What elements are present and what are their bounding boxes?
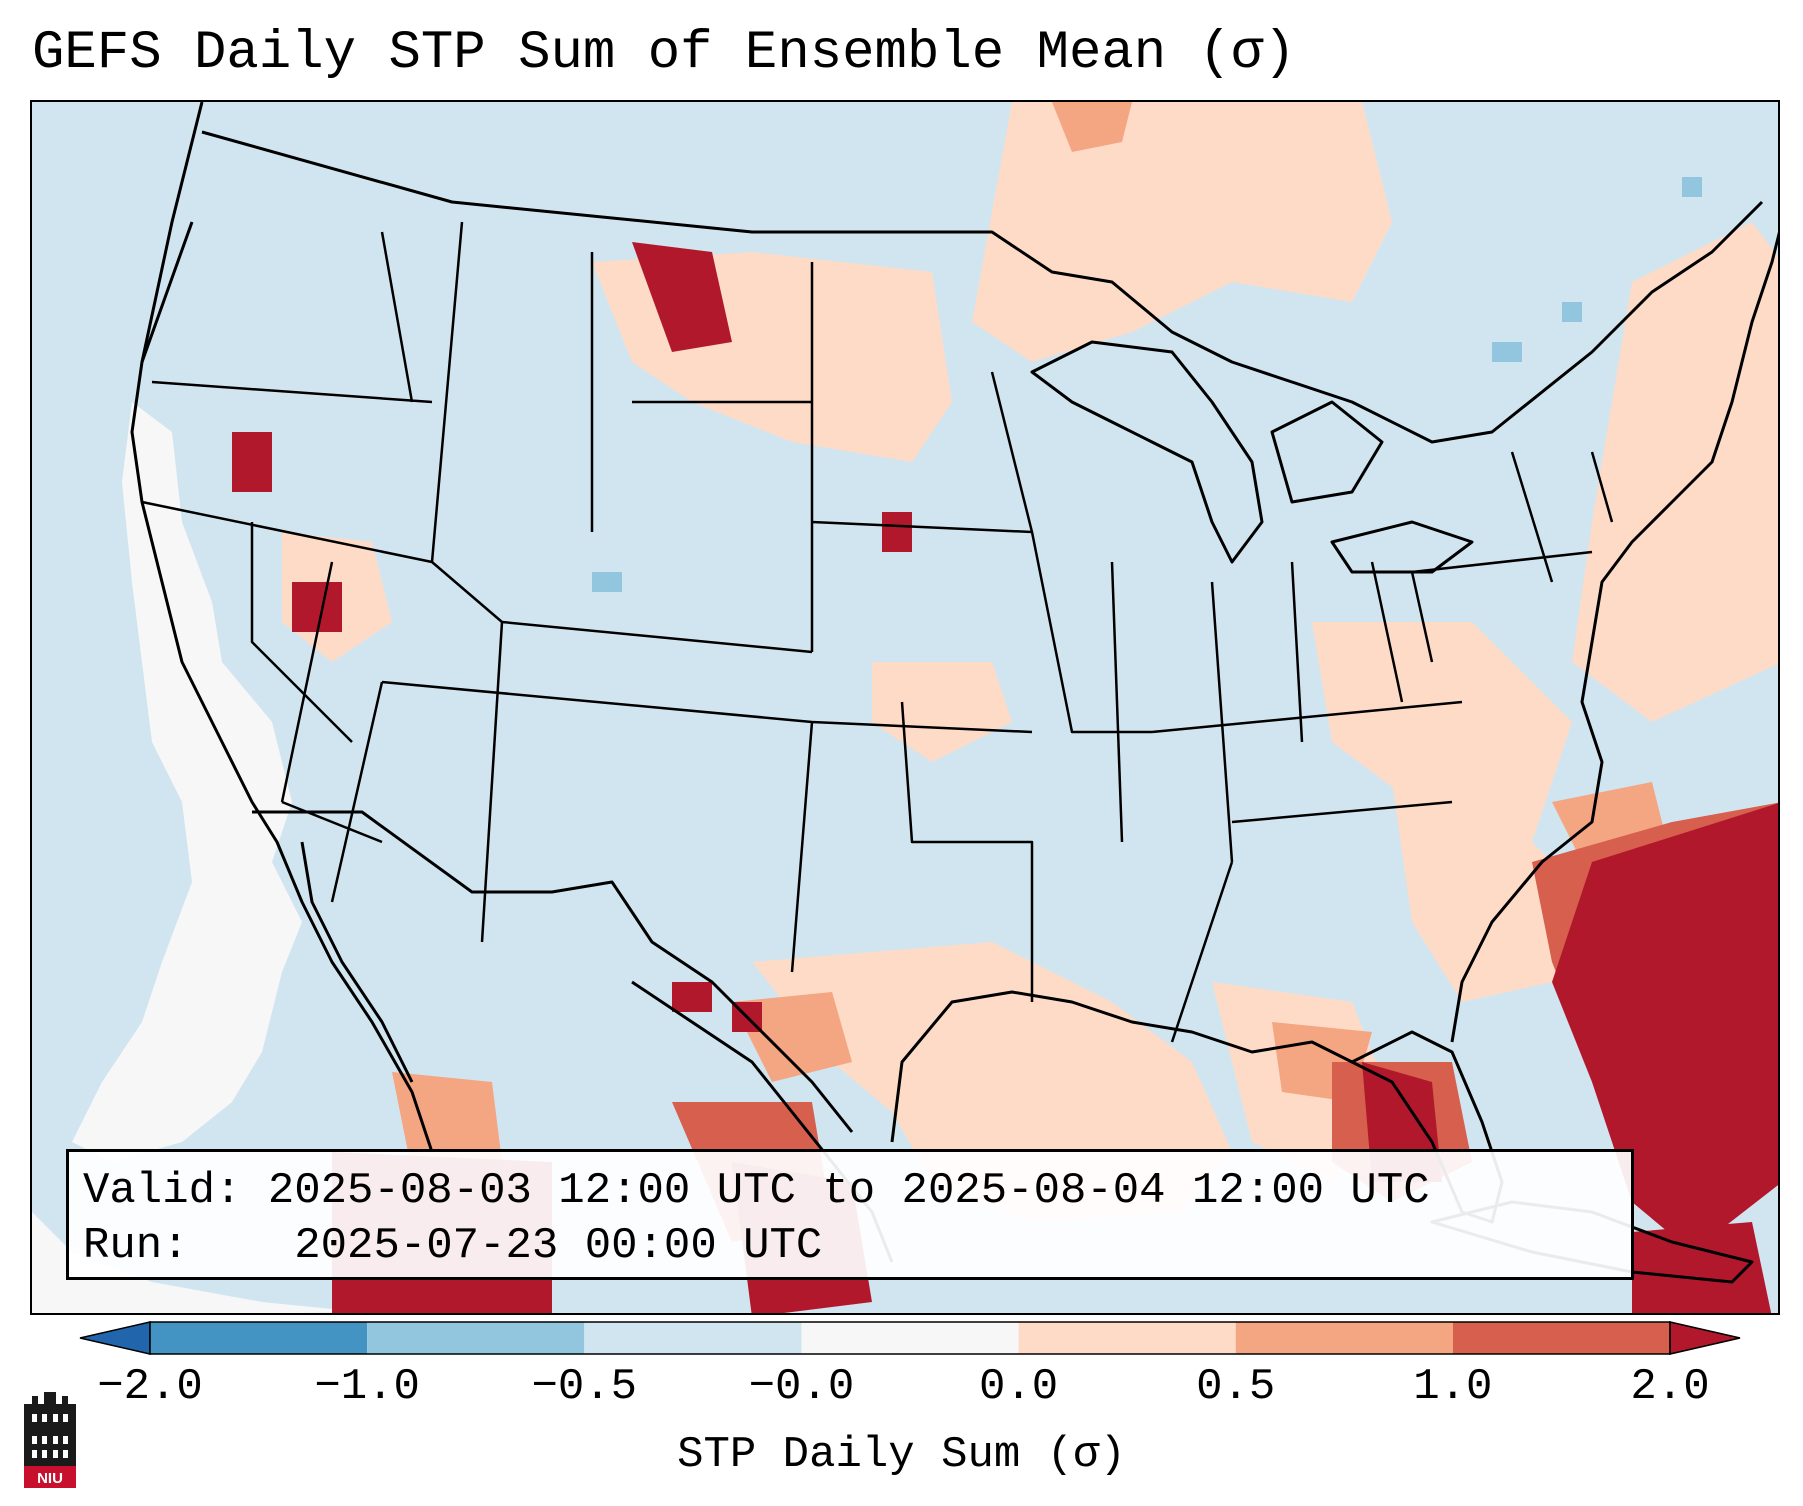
- run-row: Run: 2025-07-23 00:00 UTC: [83, 1219, 1631, 1274]
- niu-logo-icon: NIU: [24, 1392, 76, 1488]
- chart-title: GEFS Daily STP Sum of Ensemble Mean (σ): [32, 23, 1296, 84]
- colorbar-tick-label: 0.5: [1196, 1362, 1276, 1412]
- colorbar-segment: [367, 1322, 585, 1354]
- colorbar-over-extension: [1669, 1321, 1741, 1355]
- colorbar-segment: [1235, 1322, 1453, 1354]
- east-coast: [1450, 231, 1778, 1043]
- colorbar-tick-label: −2.0: [97, 1362, 203, 1412]
- valid-row: Valid: 2025-08-03 12:00 UTC to 2025-08-0…: [83, 1164, 1631, 1219]
- colorbar-tick-label: −0.5: [531, 1362, 638, 1412]
- colorbar-segment: [801, 1322, 1019, 1354]
- canada-border: [140, 130, 1764, 444]
- colorbar-tick-label: 1.0: [1413, 1362, 1493, 1412]
- great-lakes: [1030, 340, 1474, 574]
- colorbar-tick-label: −0.0: [748, 1362, 855, 1412]
- map-panel: [30, 100, 1780, 1315]
- mexico-border: [252, 810, 854, 1133]
- colorbar-segment: [150, 1322, 368, 1354]
- baja: [300, 841, 414, 1083]
- colorbar-under-extension: [79, 1321, 151, 1355]
- valid-value: 2025-08-03 12:00 UTC to 2025-08-04 12:00…: [267, 1166, 1430, 1216]
- colorbar-tick-label: −1.0: [314, 1362, 420, 1412]
- state-lines: [141, 221, 1614, 1043]
- colorbar: [79, 1321, 1741, 1355]
- valid-label: Valid:: [83, 1166, 242, 1216]
- run-value: 2025-07-23 00:00 UTC: [294, 1221, 823, 1271]
- colorbar-label: STP Daily Sum (σ): [677, 1430, 1126, 1480]
- logo-text: NIU: [37, 1470, 63, 1487]
- colorbar-segment: [1018, 1322, 1236, 1354]
- run-label: Run:: [83, 1221, 189, 1271]
- west-coast: [130, 102, 434, 1153]
- negative-speckles: [592, 177, 1702, 592]
- colorbar-segment: [1452, 1322, 1670, 1354]
- colorbar-segments: [79, 1321, 1741, 1355]
- colorbar-tick-label: 2.0: [1630, 1362, 1710, 1412]
- colorbar-tick-label: 0.0: [978, 1362, 1059, 1412]
- colorbar-outline: [149, 1321, 1671, 1355]
- low-positive-region: [282, 102, 1778, 1222]
- validity-info-box: Valid: 2025-08-03 12:00 UTC to 2025-08-0…: [66, 1149, 1634, 1280]
- map-svg: [32, 102, 1778, 1313]
- colorbar-segment: [584, 1322, 802, 1354]
